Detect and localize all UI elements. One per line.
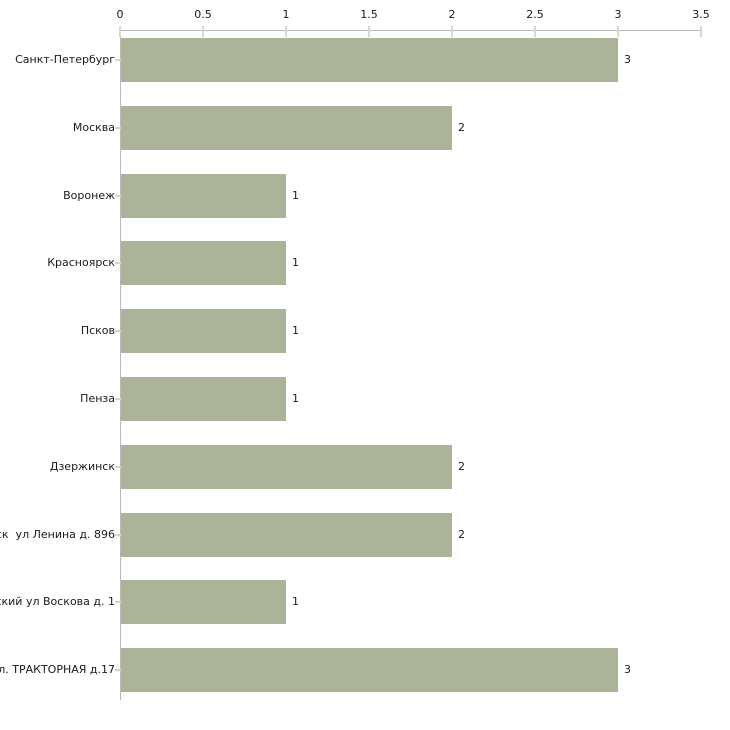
bar xyxy=(121,513,452,557)
category-label: Псков xyxy=(0,323,115,339)
x-axis-tick-label: 3.5 xyxy=(692,8,710,21)
x-axis-tick-label: 1 xyxy=(282,8,290,21)
x-axis-tick-label: 0.5 xyxy=(194,8,212,21)
x-axis-tick xyxy=(534,26,536,37)
category-label: ул. ТРАКТОРНАЯ д.17 xyxy=(0,662,115,678)
x-axis-tick xyxy=(451,26,453,37)
y-axis-tick xyxy=(115,669,121,671)
bar xyxy=(121,445,452,489)
bar xyxy=(121,309,286,353)
y-axis-tick xyxy=(115,398,121,400)
category-label: Москва xyxy=(0,120,115,136)
category-label-text: Воронеж xyxy=(63,189,115,202)
bar-value-label: 2 xyxy=(458,460,465,473)
category-label: ский ул Воскова д. 1 xyxy=(0,594,115,610)
category-label-text: Пенза xyxy=(80,392,115,405)
x-axis-tick-label: 0 xyxy=(116,8,124,21)
bar-value-label: 1 xyxy=(292,189,299,202)
x-axis-tick xyxy=(285,26,287,37)
x-axis-tick-label: 3 xyxy=(614,8,622,21)
y-axis-tick xyxy=(115,466,121,468)
bar xyxy=(121,377,286,421)
x-axis-tick xyxy=(119,26,121,37)
category-label: дск ул Ленина д. 896 xyxy=(0,527,115,543)
x-axis-tick xyxy=(700,26,702,37)
x-axis-tick-label: 1.5 xyxy=(360,8,378,21)
bar xyxy=(121,106,452,150)
bar-value-label: 2 xyxy=(458,121,465,134)
category-label: Красноярск xyxy=(0,255,115,271)
category-label-text: Красноярск xyxy=(47,256,115,269)
y-axis-tick xyxy=(115,330,121,332)
bar-value-label: 1 xyxy=(292,595,299,608)
category-label-text: Псков xyxy=(80,324,115,337)
bar-value-label: 1 xyxy=(292,256,299,269)
y-axis-tick xyxy=(115,601,121,603)
y-axis-line xyxy=(120,30,121,700)
y-axis-tick xyxy=(115,127,121,129)
y-axis-tick xyxy=(115,195,121,197)
bar xyxy=(121,580,286,624)
category-label: Санкт-Петербург xyxy=(0,52,115,68)
x-axis-line xyxy=(120,30,702,31)
category-label-text: ул. ТРАКТОРНАЯ д.17 xyxy=(0,663,115,676)
bar-value-label: 1 xyxy=(292,324,299,337)
bar-value-label: 1 xyxy=(292,392,299,405)
category-label: Дзержинск xyxy=(0,459,115,475)
bar-value-label: 3 xyxy=(624,53,631,66)
x-axis-tick-label: 2 xyxy=(448,8,456,21)
bar-value-label: 3 xyxy=(624,663,631,676)
bar xyxy=(121,38,618,82)
x-axis-tick-label: 2.5 xyxy=(526,8,544,21)
x-axis-tick xyxy=(202,26,204,37)
category-label-text: ский ул Воскова д. 1 xyxy=(0,595,115,608)
category-label-text: дск ул Ленина д. 896 xyxy=(0,528,115,541)
category-label-text: Дзержинск xyxy=(49,460,115,473)
category-label-text: Санкт-Петербург xyxy=(15,53,115,66)
y-axis-tick xyxy=(115,262,121,264)
y-axis-tick xyxy=(115,59,121,61)
category-label-text: Москва xyxy=(72,121,115,134)
bar xyxy=(121,174,286,218)
y-axis-tick xyxy=(115,534,121,536)
x-axis-tick xyxy=(617,26,619,37)
x-axis-tick xyxy=(368,26,370,37)
category-label: Пенза xyxy=(0,391,115,407)
category-label: Воронеж xyxy=(0,188,115,204)
bar xyxy=(121,241,286,285)
bar xyxy=(121,648,618,692)
bar-value-label: 2 xyxy=(458,528,465,541)
